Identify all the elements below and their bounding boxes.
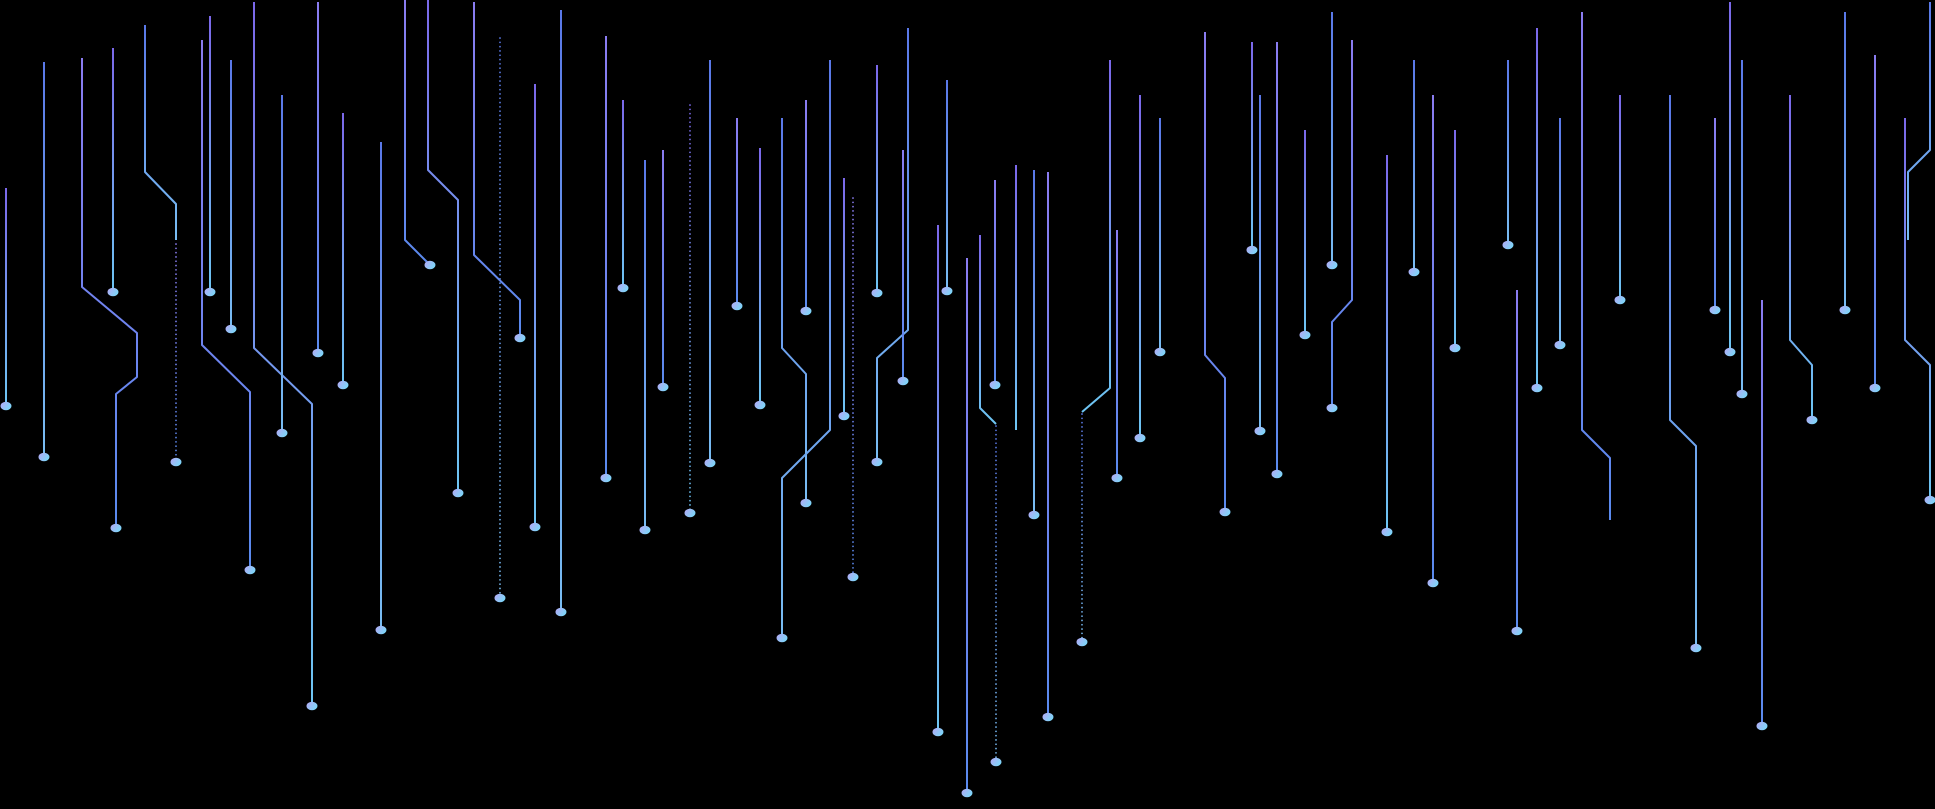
- connector-dot: [684, 508, 696, 518]
- connector-dot: [244, 565, 256, 575]
- connector-dot: [1246, 245, 1258, 255]
- connector-dot: [1028, 510, 1040, 520]
- circuit-trace: [1904, 118, 1931, 500]
- circuit-trace: [144, 25, 177, 240]
- connector-dot: [941, 286, 953, 296]
- connector-dot: [871, 457, 883, 467]
- circuit-trace: [1081, 60, 1111, 413]
- connector-dot: [110, 523, 122, 533]
- connector-dot: [1154, 347, 1166, 357]
- connector-dot: [555, 607, 567, 617]
- connector-dot: [452, 488, 464, 498]
- connector-dot: [375, 625, 387, 635]
- circuit-trace: [473, 2, 521, 338]
- connector-dot: [800, 498, 812, 508]
- connector-dot: [704, 458, 716, 468]
- circuit-trace: [781, 60, 831, 638]
- connector-dot: [424, 260, 436, 270]
- connector-dot: [1111, 473, 1123, 483]
- connector-dot: [989, 380, 1001, 390]
- connector-dot: [1709, 305, 1721, 315]
- connector-dot: [1076, 637, 1088, 647]
- connector-dot: [731, 301, 743, 311]
- connector-dot: [1408, 267, 1420, 277]
- circuit-trace: [1331, 40, 1353, 408]
- connector-dot: [1554, 340, 1566, 350]
- circuit-trace: [979, 235, 997, 425]
- circuit-trace: [427, 0, 459, 493]
- connector-dot: [1271, 469, 1283, 479]
- connector-dot: [600, 473, 612, 483]
- connector-dot: [657, 382, 669, 392]
- connector-dot: [1839, 305, 1851, 315]
- connector-dot: [1736, 389, 1748, 399]
- connector-dot: [1254, 426, 1266, 436]
- circuit-trace: [404, 0, 431, 266]
- connector-dot: [1724, 347, 1736, 357]
- connector-dot: [514, 333, 526, 343]
- connector-dot: [776, 633, 788, 643]
- connector-dot: [1924, 495, 1935, 505]
- connector-dot: [1427, 578, 1439, 588]
- connector-dot: [170, 457, 182, 467]
- connector-dot: [961, 788, 973, 798]
- circuit-trace: [1204, 32, 1226, 512]
- connector-dot: [312, 348, 324, 358]
- connector-dot: [639, 525, 651, 535]
- connector-dot: [107, 287, 119, 297]
- connector-dot: [847, 572, 859, 582]
- connector-dot: [306, 701, 318, 711]
- connector-dot: [897, 376, 909, 386]
- connector-dot: [204, 287, 216, 297]
- connector-dot: [1806, 415, 1818, 425]
- circuit-trace: [201, 40, 251, 570]
- connector-dot: [1531, 383, 1543, 393]
- connector-dot: [800, 306, 812, 316]
- connector-dot: [1690, 643, 1702, 653]
- connector-dot: [1219, 507, 1231, 517]
- connector-dot: [1449, 343, 1461, 353]
- connector-dot: [1511, 626, 1523, 636]
- connector-dot: [529, 522, 541, 532]
- connector-dot: [871, 288, 883, 298]
- connector-dot: [1502, 240, 1514, 250]
- circuit-trace: [1907, 2, 1931, 240]
- connector-dot: [1326, 260, 1338, 270]
- connector-dot: [1134, 433, 1146, 443]
- circuit-trace: [1669, 95, 1697, 648]
- circuit-trace: [1789, 95, 1813, 420]
- circuit-trace: [781, 118, 807, 503]
- connector-dot: [1299, 330, 1311, 340]
- circuit-trace: [876, 28, 909, 462]
- connector-dot: [337, 380, 349, 390]
- connector-dot: [990, 757, 1002, 767]
- connector-dot: [617, 283, 629, 293]
- connector-dot: [1614, 295, 1626, 305]
- connector-dot: [0, 401, 12, 411]
- connector-dot: [494, 593, 506, 603]
- circuit-trace: [81, 58, 138, 528]
- connector-dot: [932, 727, 944, 737]
- connector-dot: [225, 324, 237, 334]
- connector-dot: [1326, 403, 1338, 413]
- circuit-trace: [1581, 12, 1611, 520]
- connector-dot: [1381, 527, 1393, 537]
- connector-dot: [838, 411, 850, 421]
- connector-dot: [276, 428, 288, 438]
- connector-dot: [38, 452, 50, 462]
- connector-dot: [1042, 712, 1054, 722]
- connector-dot: [1756, 721, 1768, 731]
- connector-dot: [1869, 383, 1881, 393]
- connector-dot: [754, 400, 766, 410]
